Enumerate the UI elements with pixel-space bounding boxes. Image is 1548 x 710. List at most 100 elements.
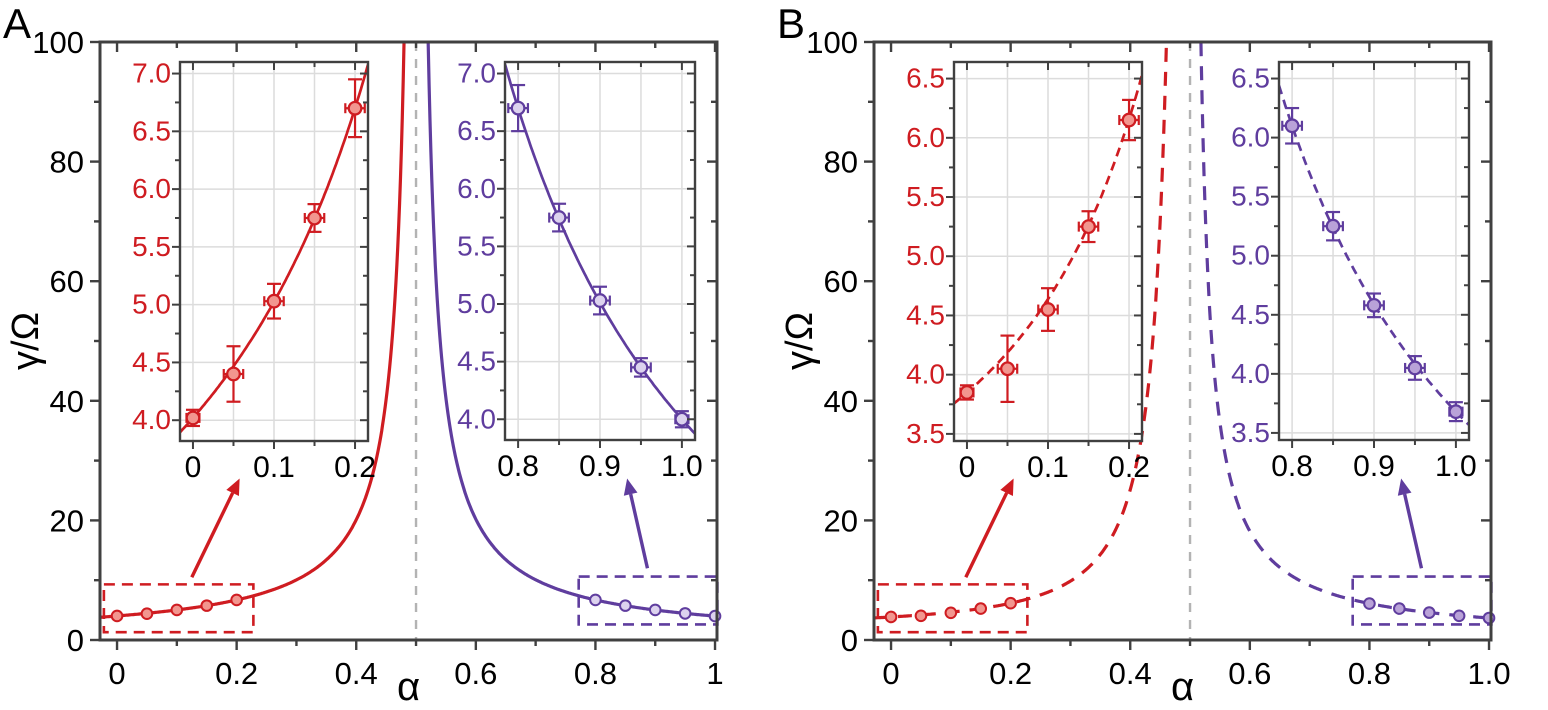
inset-x-tick-label: 1.0 <box>1435 450 1477 483</box>
inset-x-tick-label: 0.1 <box>253 451 295 484</box>
inset-x-tick-label: 0.9 <box>1353 450 1395 483</box>
x-tick-label: 0.2 <box>215 656 258 691</box>
inset-y-tick-label: 6.0 <box>132 173 171 204</box>
y-tick-label: 100 <box>32 25 84 60</box>
inset-y-tick-label: 7.0 <box>457 58 496 89</box>
panel-B-chart: 0 0.2 0.4 0.6 0.8 1.0 0 20 40 60 80 100 α γ/Ω B 3.5 4.0 4… <box>777 0 1511 709</box>
inset-y-tick-label: 5.5 <box>457 230 496 261</box>
y-tick-label: 20 <box>824 503 858 538</box>
inset-ticks <box>172 62 368 449</box>
inset-data-point <box>1448 404 1464 420</box>
inset-data-point <box>674 411 690 427</box>
red-branch-data-point <box>200 599 214 612</box>
inset-arrow-purple <box>1397 478 1424 569</box>
inset-y-tick-label: 3.5 <box>906 418 945 449</box>
x-tick-label: 0.8 <box>1348 656 1391 691</box>
purple-branch-data-point <box>1422 606 1436 619</box>
red-branch-data-point <box>974 602 988 615</box>
inset-y-tick-label: 5.5 <box>132 231 171 262</box>
arrow-head-icon <box>1000 478 1014 496</box>
inset-ticks <box>497 62 695 448</box>
inset-y-tick-label: 5.0 <box>132 289 171 320</box>
inset-y-tick-label: 5.0 <box>906 240 945 271</box>
purple-branch-data-point <box>1393 602 1406 615</box>
purple-branch-data-point <box>1452 609 1466 623</box>
inset-x-tick-label: 0.8 <box>1271 450 1313 483</box>
red-branch-data-point <box>1004 596 1017 610</box>
panel-A: 0 0.2 0.4 0.6 0.8 1 0 20 40 60 80 100 α γ/Ω A 4.0 4.5 5.0… <box>3 0 724 709</box>
inset-y-tick-label: 4.0 <box>1231 358 1270 389</box>
y-tick-label: 100 <box>806 25 858 60</box>
inset-y-tick-label: 5.5 <box>1231 181 1270 212</box>
inset-y-tick-label: 6.5 <box>906 63 945 94</box>
purple-branch-data-point <box>1363 597 1376 610</box>
red-branch-data-point <box>884 610 898 624</box>
axes-ticks <box>864 40 1491 650</box>
y-axis-label: γ/Ω <box>779 312 821 370</box>
x-tick-label: 0.6 <box>1228 656 1271 691</box>
inset-data-point <box>1284 118 1300 134</box>
purple-branch-data-point <box>589 593 602 607</box>
inset-x-tick-label: 0 <box>185 451 202 484</box>
y-tick-label: 0 <box>841 623 858 658</box>
inset-data-point <box>592 293 608 308</box>
inset-y-tick-label: 7.0 <box>132 58 171 89</box>
red-branch-data-point <box>914 609 928 623</box>
y-tick-label: 40 <box>824 384 858 419</box>
purple-branch-curve <box>1199 42 1491 620</box>
inset-y-tick-label: 4.0 <box>132 404 171 435</box>
inset-x-tick-label: 0.8 <box>497 450 539 483</box>
x-tick-label: 1.0 <box>1467 656 1510 691</box>
inset-red-branch: 4.0 4.5 5.0 5.5 6.0 6.5 7.0 0 0.1 0.2 <box>132 58 376 484</box>
x-tick-label: 0.2 <box>989 656 1032 691</box>
inset-x-tick-label: 1.0 <box>661 450 703 483</box>
y-tick-label: 80 <box>824 145 858 180</box>
inset-y-tick-label: 4.5 <box>906 299 945 330</box>
red-branch-data-point <box>230 593 243 607</box>
inset-y-tick-label: 5.0 <box>1231 240 1270 271</box>
purple-branch-curve <box>426 42 717 618</box>
red-branch-data-point <box>170 603 184 617</box>
inset-data-point <box>1407 360 1423 376</box>
inset-data-point <box>347 100 363 116</box>
panel-B: 0 0.2 0.4 0.6 0.8 1.0 0 20 40 60 80 100 α γ/Ω B 3.5 4.0 4… <box>774 0 1548 710</box>
inset-y-tick-label: 6.5 <box>132 115 171 146</box>
inset-y-tick-label: 4.5 <box>457 346 496 377</box>
inset-data-point <box>510 100 526 116</box>
x-tick-label: 0.8 <box>574 656 617 691</box>
inset-x-tick-label: 0.2 <box>1108 451 1150 484</box>
inset-y-tick-label: 5.5 <box>906 181 945 212</box>
inset-data-point <box>959 385 975 400</box>
red-branch-data-point <box>140 607 154 620</box>
y-tick-label: 20 <box>50 503 84 538</box>
arrow-head-icon <box>1397 478 1412 496</box>
y-tick-label: 40 <box>50 384 84 419</box>
inset-data-point <box>1000 361 1015 377</box>
inset-purple-branch: 4.0 4.5 5.0 5.5 6.0 6.5 7.0 0.8 0.9 1.0 <box>457 58 703 483</box>
inset-data-point <box>1040 302 1056 317</box>
x-axis-label: α <box>1171 665 1194 709</box>
x-tick-label: 0.4 <box>335 656 378 691</box>
x-axis-label: α <box>397 665 420 709</box>
purple-branch-data-point <box>648 603 662 617</box>
x-tick-label: 0 <box>108 656 125 691</box>
inset-data-point <box>185 410 201 426</box>
inset-data-point <box>1366 297 1382 313</box>
inset-data-point <box>266 293 282 309</box>
inset-y-tick-label: 6.0 <box>1231 122 1270 153</box>
red-branch-data-point <box>944 606 958 620</box>
inset-x-tick-label: 0.2 <box>334 451 376 484</box>
x-tick-label: 1 <box>706 656 723 691</box>
inset-data-point <box>1081 219 1096 235</box>
purple-branch-data-point <box>678 607 692 620</box>
purple-branch-data-point <box>708 609 722 623</box>
inset-data-point <box>1325 218 1341 234</box>
axes-ticks <box>90 40 717 650</box>
purple-branch-data-point <box>1482 611 1496 625</box>
inset-data-point <box>307 210 322 226</box>
y-tick-label: 0 <box>67 623 84 658</box>
inset-y-tick-label: 4.0 <box>906 359 945 390</box>
inset-ticks <box>1271 62 1469 448</box>
inset-y-tick-label: 6.0 <box>457 173 496 204</box>
